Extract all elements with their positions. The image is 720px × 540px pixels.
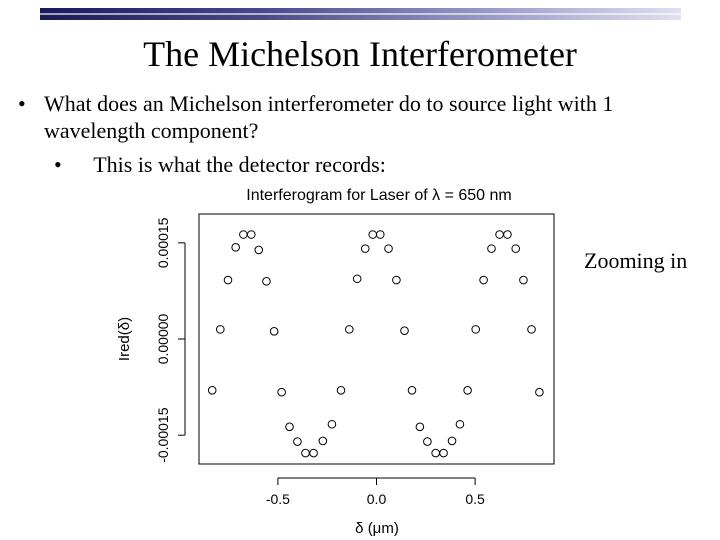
x-axis-label: δ (μm) — [355, 520, 399, 537]
data-point — [360, 244, 370, 253]
data-point — [336, 385, 346, 395]
bullet-1-text: What does an Michelson interferometer do… — [44, 91, 614, 143]
slide-title: The Michelson Interferometer — [143, 34, 577, 74]
y-axis-label: Ired(δ) — [116, 317, 133, 361]
bullet-2: • This is what the detector records: — [54, 152, 386, 178]
data-point — [415, 422, 425, 432]
data-point — [463, 385, 472, 395]
data-point — [455, 419, 465, 429]
data-point — [216, 325, 225, 334]
bullet-1: • What does an Michelson interferometer … — [18, 90, 698, 144]
data-point — [293, 437, 302, 446]
data-point — [384, 244, 393, 253]
bullet-2-text: This is what the detector records: — [93, 152, 386, 177]
y-tick-label: 0.00000 — [155, 313, 171, 364]
data-point — [519, 275, 528, 285]
data-point — [495, 230, 504, 239]
data-point — [439, 448, 448, 458]
interferogram-chart: Interferogram for Laser of λ = 650 nm -0… — [116, 187, 555, 537]
zoom-note: Zooming in — [584, 248, 688, 273]
data-point — [254, 245, 264, 255]
data-point — [285, 422, 294, 432]
data-point — [407, 385, 417, 395]
data-point — [231, 243, 240, 252]
data-point — [487, 244, 496, 253]
data-point — [431, 448, 440, 458]
data-point — [392, 275, 401, 285]
data-point — [262, 277, 271, 286]
y-tick-label: 0.00015 — [155, 217, 171, 268]
data-points — [207, 230, 544, 458]
data-point — [503, 230, 512, 239]
data-point — [223, 275, 233, 285]
data-point — [535, 387, 544, 397]
axes: -0.5 0.0 0.5 -0.00015 0.00000 0.00015 — [155, 217, 485, 507]
x-tick-label: -0.5 — [266, 491, 290, 507]
data-point — [246, 230, 256, 239]
data-point — [309, 448, 318, 458]
data-point — [352, 274, 362, 284]
data-point — [368, 230, 378, 239]
x-tick-label: 0.0 — [367, 491, 387, 507]
chart-title: Interferogram for Laser of λ = 650 nm — [246, 187, 511, 204]
data-point — [400, 326, 409, 335]
data-point — [277, 387, 286, 397]
y-tick-label: -0.00015 — [155, 407, 171, 462]
x-tick-label: 0.5 — [465, 491, 485, 507]
data-point — [511, 244, 521, 253]
data-point — [239, 230, 248, 239]
sub-bullet-marker: • — [54, 152, 62, 177]
data-point — [375, 230, 385, 239]
data-point — [301, 448, 310, 458]
data-point — [327, 419, 337, 429]
plot-frame — [198, 213, 555, 465]
data-point — [318, 436, 328, 446]
data-point — [479, 275, 488, 285]
data-point — [344, 325, 354, 334]
header-bar-stripe — [40, 13, 681, 15]
bullet-marker: • — [18, 91, 26, 116]
data-point — [269, 327, 279, 336]
data-point — [527, 325, 536, 334]
data-point — [447, 436, 457, 446]
data-point — [423, 437, 432, 446]
data-point — [207, 385, 217, 395]
data-point — [471, 325, 481, 334]
